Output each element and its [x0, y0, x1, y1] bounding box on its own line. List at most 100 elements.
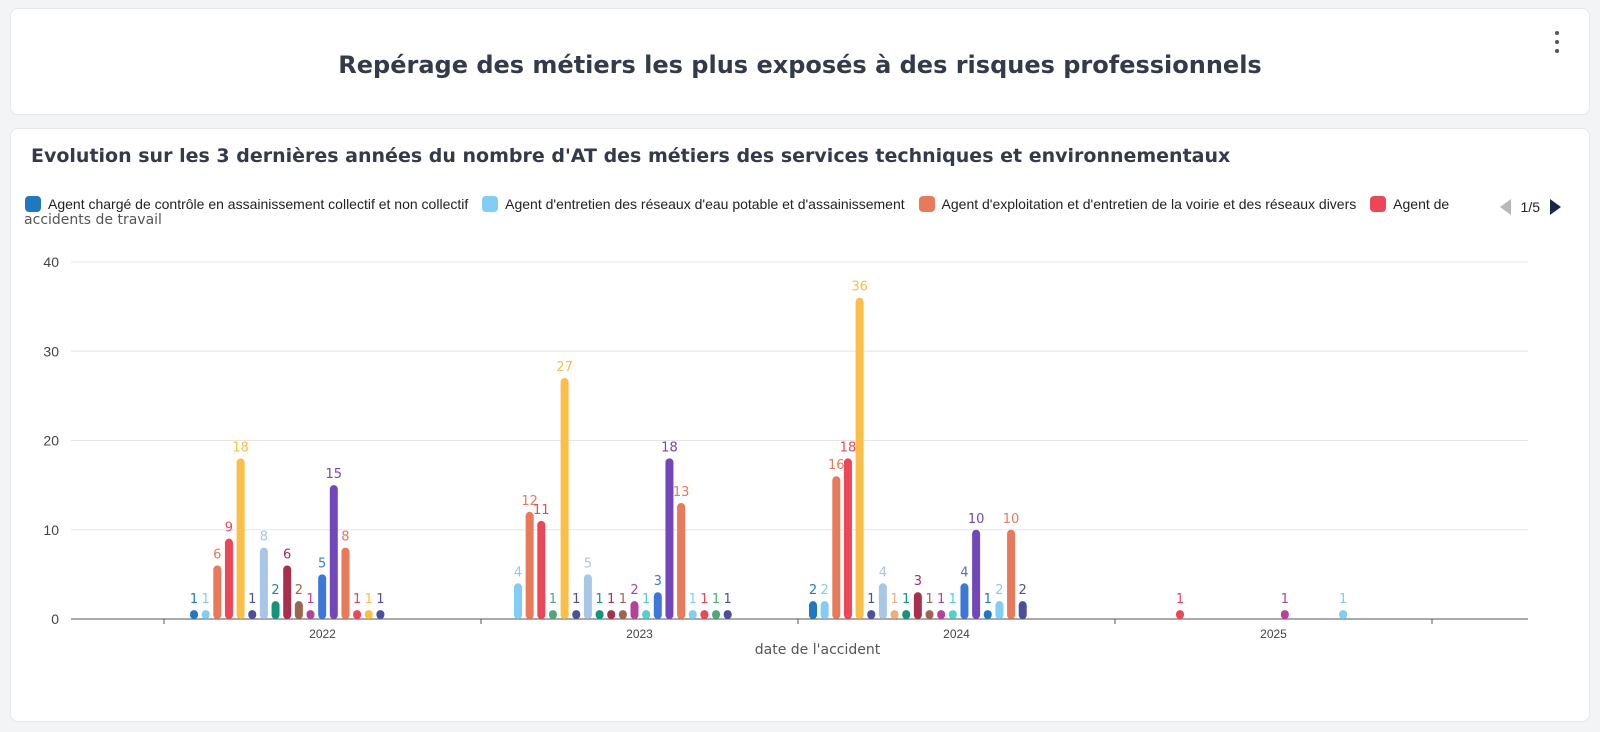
bar: [937, 610, 946, 619]
bar: [1007, 529, 1016, 619]
bar: [1018, 601, 1027, 619]
bar: [259, 547, 268, 619]
bar-value-label: 1: [619, 592, 627, 607]
bar-value-label: 1: [306, 592, 314, 607]
legend-swatch: [482, 196, 499, 212]
bar-value-label: 10: [1003, 512, 1020, 527]
bar: [294, 601, 303, 619]
bar-value-label: 1: [984, 592, 992, 607]
bar: [318, 574, 327, 619]
bar: [213, 565, 222, 619]
bar: [376, 610, 385, 619]
bar-value-label: 1: [1339, 592, 1347, 607]
bar-value-label: 1: [190, 592, 198, 607]
bar: [560, 378, 569, 619]
bar-value-label: 1: [902, 592, 910, 607]
kebab-menu-icon[interactable]: [1553, 31, 1561, 53]
bar-value-label: 2: [271, 583, 279, 598]
bar: [890, 610, 899, 619]
bar-value-label: 1: [248, 592, 256, 607]
bar: [190, 610, 198, 619]
y-axis-title: accidents de travail: [24, 212, 162, 228]
bar-value-label: 1: [572, 592, 580, 607]
legend-prev-icon[interactable]: [1499, 199, 1511, 215]
bar: [665, 458, 674, 619]
bar-value-label: 6: [213, 547, 221, 562]
bar-value-label: 16: [828, 458, 845, 473]
bar: [329, 485, 338, 619]
bar-value-label: 9: [225, 521, 233, 536]
chart-plot-area: 0 10 20 30 40 2022 2023 2024 2025 date de l'accid…: [43, 254, 1528, 658]
x-tick-label: 2022: [309, 627, 336, 641]
bar-value-label: 1: [724, 592, 732, 607]
bar: [972, 529, 981, 619]
bar: [236, 458, 245, 619]
legend-pagination: 1/5: [1499, 196, 1561, 218]
bar-value-label: 1: [867, 592, 875, 607]
x-tick-label: 2023: [626, 627, 653, 641]
bar-value-label: 1: [595, 592, 603, 607]
y-tick-label: 30: [43, 343, 59, 359]
bar: [913, 592, 922, 619]
bar: [364, 610, 373, 619]
bar-value-label: 1: [607, 592, 615, 607]
chart-title: Evolution sur les 3 dernières années du …: [31, 145, 1231, 167]
bar-value-label: 1: [700, 592, 708, 607]
bar: [271, 601, 280, 619]
legend-label: Agent chargé de contrôle en assainisseme…: [48, 196, 469, 212]
y-tick-label: 40: [43, 254, 59, 270]
bar: [224, 538, 233, 619]
bar: [353, 610, 362, 619]
bar-value-label: 1: [202, 592, 210, 607]
bar-value-label: 10: [968, 512, 985, 527]
bar: [677, 502, 686, 619]
bar: [548, 610, 557, 619]
bar: [820, 601, 829, 619]
bar: [1339, 610, 1348, 619]
bar-value-label: 8: [341, 530, 349, 545]
legend-swatch: [1370, 196, 1387, 212]
bar-value-label: 1: [949, 592, 957, 607]
y-tick-label: 20: [43, 433, 59, 449]
bar-value-label: 2: [995, 583, 1003, 598]
bar: [630, 601, 639, 619]
bar-value-label: 1: [376, 592, 384, 607]
legend-item[interactable]: Agent de: [1370, 196, 1449, 212]
legend-label: Agent de: [1393, 196, 1450, 212]
page-title: Repérage des métiers les plus exposés à …: [338, 51, 1262, 79]
bar: [201, 610, 210, 619]
legend-item[interactable]: Agent chargé de contrôle en assainisseme…: [25, 196, 468, 212]
legend-next-icon[interactable]: [1550, 199, 1561, 215]
bar: [1176, 610, 1184, 619]
bar: [618, 610, 627, 619]
bar: [867, 610, 876, 619]
y-tick-label: 10: [43, 522, 59, 538]
bar-value-label: 1: [353, 592, 361, 607]
bar: [700, 610, 709, 619]
bar: [878, 583, 887, 619]
bar-value-label: 12: [521, 494, 538, 509]
x-tick-label: 2025: [1260, 627, 1287, 641]
bar-value-label: 18: [661, 440, 678, 455]
bar-value-label: 2: [630, 583, 638, 598]
bar: [653, 592, 662, 619]
bar: [809, 601, 817, 619]
bar-value-label: 18: [840, 440, 857, 455]
bar: [902, 610, 911, 619]
legend-item[interactable]: Agent d'exploitation et d'entretien de l…: [918, 196, 1356, 212]
bar-value-label: 18: [232, 440, 249, 455]
legend-swatch: [25, 196, 41, 212]
bar-value-label: 36: [851, 280, 868, 295]
bar-value-label: 1: [937, 592, 945, 607]
bar-value-label: 1: [689, 592, 697, 607]
bar-value-label: 3: [914, 574, 922, 589]
legend-page-indicator: 1/5: [1520, 199, 1540, 215]
bar-value-label: 4: [514, 565, 522, 580]
bar: [843, 458, 852, 619]
bar: [723, 610, 732, 619]
bar: [1280, 610, 1289, 619]
bar-value-label: 2: [821, 583, 829, 598]
title-card: Repérage des métiers les plus exposés à …: [10, 8, 1590, 115]
legend-item[interactable]: Agent d'entretien des réseaux d'eau pota…: [482, 196, 905, 212]
bar: [983, 610, 992, 619]
